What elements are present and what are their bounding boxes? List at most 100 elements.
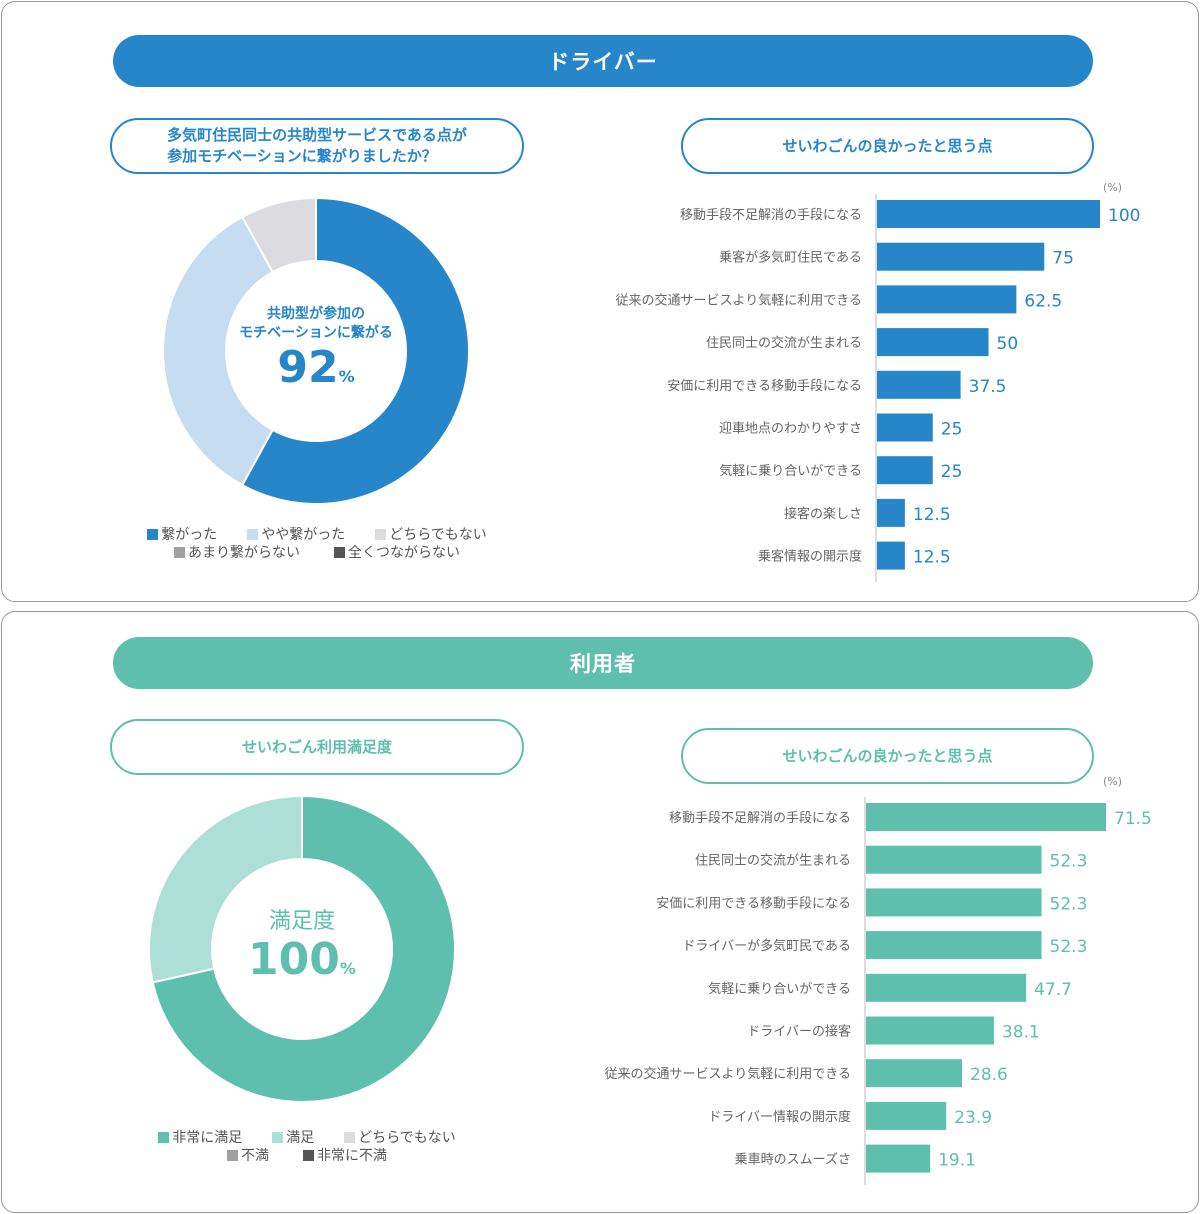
user-donut-slice-2: [148, 794, 303, 984]
driver-center-value: 92: [277, 342, 339, 393]
driver-question-line-1: 多気町住民同士の共助型サービスである点が: [167, 126, 467, 144]
user-bar-value-label: 28.6: [970, 1065, 1008, 1085]
user-bar-value-label: 47.7: [1034, 980, 1072, 1000]
user-bar-8: [866, 1101, 947, 1130]
legend-label: あまり繋がらない: [188, 545, 300, 561]
driver-bar-title-box: せいわごんの良かったと思う点: [681, 118, 1094, 174]
user-bar-5: [866, 973, 1027, 1002]
driver-bar-value-label: 100: [1108, 206, 1140, 226]
driver-bar-7: [877, 456, 933, 485]
user-bar-category-label: 移動手段不足解消の手段になる: [669, 811, 851, 826]
driver-center-unit: %: [338, 367, 355, 386]
user-center-value: 100: [248, 934, 340, 985]
driver-bar-unit: (%): [1103, 181, 1123, 194]
user-bar-category-label: 乗車時のスムーズさ: [735, 1152, 851, 1168]
legend-item: 繋がった: [147, 524, 217, 544]
driver-bar-value-label: 62.5: [1024, 291, 1062, 311]
driver-legend: 繋がった やや繋がった どちらでもない あまり繋がらない 全くつながらない: [112, 525, 522, 561]
driver-bar-category-label: 安価に利用できる移動手段になる: [667, 379, 862, 394]
user-bar-value-label: 71.5: [1114, 809, 1152, 829]
driver-bar-chart: 移動手段不足解消の手段になる 100 乗客が多気町住民である 75 従来の交通サービスよ…: [616, 194, 1140, 582]
legend-item: あまり繋がらない: [174, 542, 300, 562]
driver-bar-category-label: 移動手段不足解消の手段になる: [680, 208, 862, 223]
user-bar-chart: 移動手段不足解消の手段になる 71.5 住民同士の交流が生まれる 52.3 安価に利用で…: [605, 797, 1152, 1185]
driver-donut-slice-3: [240, 196, 317, 274]
driver-bar-category-label: 気軽に乗り合いができる: [719, 463, 862, 479]
legend-label: 非常に満足: [172, 1130, 243, 1146]
driver-center-label-1: 共助型が参加の: [267, 306, 365, 322]
user-bar-category-label: 住民同士の交流が生まれる: [695, 853, 851, 869]
legend-item: 全くつながらない: [334, 542, 460, 562]
legend-swatch: [158, 1131, 170, 1143]
driver-bar-3: [877, 285, 1017, 314]
legend-swatch: [247, 528, 259, 540]
legend-item: どちらでもない: [375, 524, 487, 544]
legend-swatch: [147, 528, 159, 540]
user-bar-value-label: 52.3: [1050, 937, 1088, 957]
user-center-label: 満足度: [268, 909, 335, 934]
user-legend: 非常に満足 満足 どちらでもない 不満 非常に不満: [102, 1128, 512, 1164]
user-donut-chart: [148, 794, 456, 1103]
driver-bar-title: せいわごんの良かったと思う点: [782, 136, 993, 155]
user-bar-value-label: 23.9: [954, 1108, 992, 1128]
driver-bar-value-label: 12.5: [913, 505, 951, 525]
legend-item: 非常に満足: [158, 1127, 242, 1147]
legend-label: 不満: [241, 1148, 269, 1164]
legend-label: どちらでもない: [358, 1130, 456, 1146]
legend-item: 満足: [272, 1127, 314, 1147]
driver-donut-chart: [162, 196, 470, 505]
legend-item: どちらでもない: [344, 1127, 456, 1147]
user-bar-category-label: 気軽に乗り合いができる: [708, 981, 851, 997]
user-bar-category-label: ドライバー情報の開示度: [708, 1109, 851, 1125]
user-bar-value-label: 19.1: [938, 1151, 976, 1171]
legend-label: やや繋がった: [261, 527, 346, 543]
user-bar-category-label: 従来の交通サービスより気軽に利用できる: [605, 1066, 851, 1082]
user-bar-6: [866, 1016, 994, 1045]
driver-panel: ドライバー 多気町住民同士の共助型サービスである点が 参加モチベーションに繋がり…: [1, 1, 1199, 602]
user-bar-value-label: 38.1: [1002, 1023, 1040, 1043]
legend-swatch: [375, 528, 387, 540]
user-bar-category-label: 安価に利用できる移動手段になる: [656, 896, 851, 911]
driver-center-label-2: モチベーションに繋がる: [239, 325, 393, 341]
driver-bar-8: [877, 498, 905, 527]
legend-swatch: [334, 546, 345, 558]
driver-bar-category-label: 迎車地点のわかりやすさ: [719, 422, 862, 437]
legend-label: 全くつながらない: [348, 545, 460, 561]
user-bar-3: [866, 888, 1042, 917]
driver-bar-value-label: 50: [997, 334, 1019, 354]
legend-item: 非常に不満: [303, 1145, 387, 1165]
legend-swatch: [344, 1131, 356, 1143]
driver-donut-slice-2: [162, 215, 274, 487]
driver-bar-category-label: 接客の楽しさ: [784, 506, 862, 522]
user-bar-value-label: 52.3: [1050, 894, 1088, 914]
user-bar-category-label: ドライバーの接客: [747, 1024, 851, 1040]
driver-bar-6: [877, 413, 933, 442]
driver-bar-category-label: 住民同士の交流が生まれる: [706, 335, 862, 351]
driver-bar-9: [877, 541, 905, 570]
driver-bar-value-label: 75: [1052, 249, 1074, 269]
user-panel: 利用者 せいわごん利用満足度 せいわごんの良かったと思う点 満足度 100% 非…: [1, 611, 1199, 1213]
driver-bar-category-label: 乗客が多気町住民である: [719, 250, 862, 266]
legend-item: やや繋がった: [247, 524, 345, 544]
driver-question-line-2: 参加モチベーションに繋がりましたか？: [167, 147, 437, 165]
legend-swatch: [174, 546, 185, 558]
driver-bar-value-label: 12.5: [913, 548, 951, 568]
user-banner: 利用者: [113, 637, 1093, 689]
driver-question-box: 多気町住民同士の共助型サービスである点が 参加モチベーションに繋がりましたか？: [110, 118, 524, 174]
user-center-unit: %: [339, 959, 356, 978]
legend-swatch: [227, 1149, 238, 1161]
user-bar-2: [866, 845, 1042, 874]
driver-banner: ドライバー: [113, 35, 1093, 87]
user-bar-title-box: せいわごんの良かったと思う点: [681, 728, 1094, 784]
user-bar-1: [866, 803, 1106, 831]
legend-item: 不満: [227, 1145, 269, 1165]
driver-bar-category-label: 従来の交通サービスより気軽に利用できる: [616, 292, 862, 308]
legend-label: 非常に不満: [317, 1148, 387, 1164]
user-bar-title: せいわごんの良かったと思う点: [782, 746, 993, 765]
user-donut-center: 満足度 100%: [207, 908, 397, 984]
legend-label: 満足: [286, 1130, 315, 1146]
user-bar-9: [866, 1144, 931, 1173]
driver-bar-value-label: 25: [941, 462, 963, 482]
user-donut-slice-1: [151, 794, 456, 1103]
user-bar-unit: (%): [1103, 775, 1123, 788]
